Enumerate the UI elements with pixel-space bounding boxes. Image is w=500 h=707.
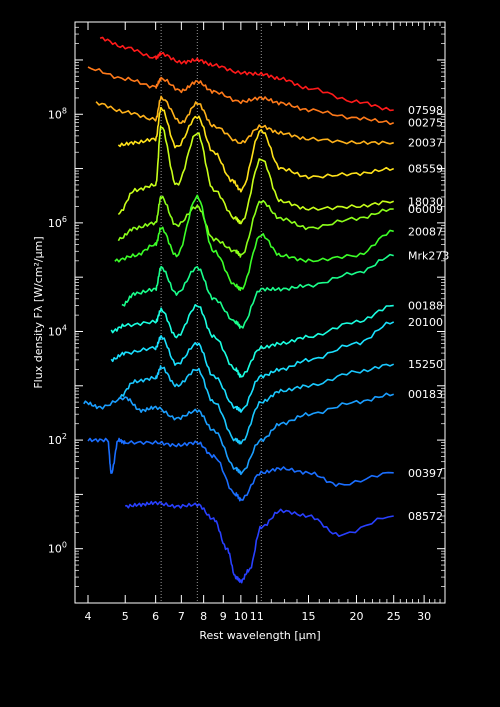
series-label: 00397: [408, 467, 443, 480]
series-line-00188: [110, 304, 394, 378]
x-axis: 4 5 6 7 8 9 10 11 15 20 25 30: [85, 22, 441, 623]
x-tick-label: 15: [301, 610, 315, 623]
series-label: 00183: [408, 388, 443, 401]
series-line-08572: [125, 500, 394, 584]
series-line-00275: [87, 66, 395, 125]
x-tick-label: 7: [178, 610, 185, 623]
x-tick-label: 11: [250, 610, 264, 623]
series-line-20087: [114, 194, 394, 292]
series-line-Mrk273: [121, 253, 394, 329]
series-line-18030: [117, 125, 394, 225]
series-line-08559: [117, 106, 395, 193]
series-label: 20087: [408, 225, 443, 238]
series-line-06009: [117, 195, 394, 258]
x-axis-title: Rest wavelength [μm]: [199, 629, 320, 642]
x-tick-label: 20: [349, 610, 363, 623]
x-tick-label: 8: [200, 610, 207, 623]
series-label: 20037: [408, 137, 443, 150]
series-label: 08572: [408, 510, 443, 523]
series-label: 20100: [408, 316, 443, 329]
series-label: 07598: [408, 104, 443, 117]
series-group: [83, 36, 395, 584]
series-line-07598: [99, 36, 394, 112]
series-label: 18030: [408, 195, 443, 208]
series-line-15250: [118, 363, 395, 445]
x-tick-label: 25: [387, 610, 401, 623]
x-tick-label: 6: [152, 610, 159, 623]
x-tick-label: 9: [220, 610, 227, 623]
plot-frame: [74, 21, 446, 604]
series-label: 08559: [408, 163, 443, 176]
series-line-00397: [87, 437, 394, 502]
x-tick-label: 5: [122, 610, 129, 623]
series-line-20100: [110, 321, 395, 413]
series-label: 00188: [408, 300, 443, 313]
series-label: 00275: [408, 117, 443, 130]
x-tick-label: 4: [85, 610, 92, 623]
x-tick-label: 30: [417, 610, 431, 623]
series-line-00183: [83, 392, 394, 476]
x-tick-label: 10: [234, 610, 248, 623]
series-label: Mrk273: [408, 250, 449, 263]
series-label: 06009: [408, 203, 443, 216]
series-line-20037: [95, 95, 394, 146]
y-axis-title: Flux density Fλ [W/cm²/μm]: [32, 236, 45, 388]
series-label: 15250: [408, 358, 443, 371]
